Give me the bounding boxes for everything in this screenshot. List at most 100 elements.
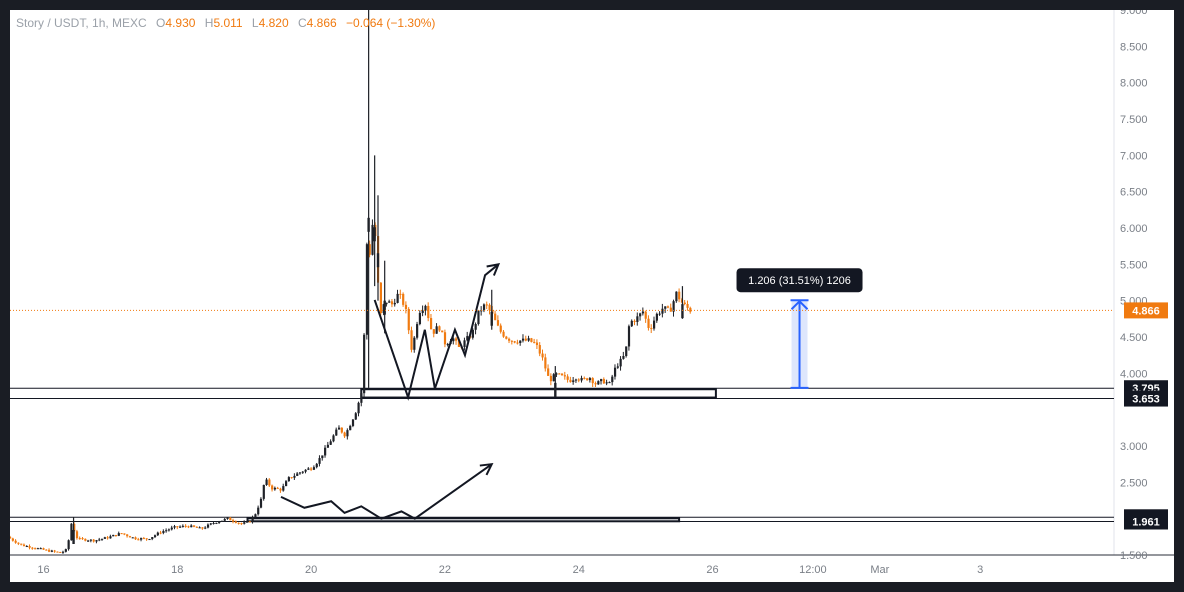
legend-open-label: O [156,16,166,30]
candle-body [173,526,176,528]
candle [354,412,357,420]
candle [379,282,382,316]
candle-body [167,529,171,531]
candle-body [240,523,243,525]
candle-body [237,522,240,524]
candle-body [67,540,70,550]
candles-group [10,10,692,554]
candle-body [39,548,42,550]
candle [282,483,285,492]
candle [597,380,600,385]
zone-1-bottom-tag-bg [1124,390,1168,407]
candle-body [416,324,419,338]
candle-body [689,307,692,312]
candle [385,302,388,307]
candle-body [31,547,34,549]
spike-body [681,304,684,319]
price-chart[interactable]: 1.5002.5003.0004.0004.5005.0005.5006.000… [10,10,1174,582]
candle-body [432,329,435,334]
candle [170,525,173,531]
candle [123,533,126,536]
candle-body [190,525,193,528]
candle [128,535,132,538]
candle [508,337,511,344]
candle-body [226,517,229,519]
candle-body [156,532,159,536]
y-tick-label: 4.500 [1120,332,1148,344]
candle [101,538,104,541]
candle [70,522,73,541]
candle-body [627,326,631,347]
candle [633,319,636,326]
candle-body [474,324,477,330]
candle [134,536,137,540]
candle-body [184,525,187,527]
candle [304,469,307,474]
candle-body [524,338,527,341]
candle [502,330,505,338]
legend-change: −0.064 (−1.30%) [346,16,436,30]
candle [653,316,656,331]
candle-body [675,291,678,302]
candle-body [666,306,670,308]
candle [10,535,12,539]
candle-body [586,378,589,381]
candle-body [179,526,182,528]
candle-body [75,531,79,539]
candle-body [307,468,310,470]
candle [496,315,500,327]
candle [220,520,224,522]
candle-body [321,455,324,459]
candle [427,302,430,322]
candle-body [162,531,165,533]
y-tick-label: 5.500 [1120,259,1148,271]
candle [312,465,316,471]
pattern-arrowhead-2 [479,462,494,476]
candle-body [50,550,54,552]
candle-body [349,425,352,431]
candle [368,240,371,258]
candle [335,427,338,436]
candle-body [201,527,204,529]
candle [678,288,681,303]
spike-body [383,300,386,315]
candle [636,312,639,326]
candle [56,551,59,553]
zone-1-bottom-tag: 3.653 [1132,394,1160,406]
candle [499,323,502,334]
candle [61,550,65,554]
candle-body [360,393,363,403]
candle [92,539,95,543]
candle-body [310,468,313,470]
candle-body [527,338,530,341]
candle-body [388,301,391,303]
candle-body [591,378,594,384]
candle [326,441,330,448]
candle-body [379,282,382,314]
candle-body [215,522,218,524]
candle [190,524,193,528]
candle-body [365,244,369,335]
x-tick-label: 24 [573,564,585,576]
pattern-path-1 [373,263,500,401]
candle [644,310,647,323]
candle-body [661,308,664,314]
candle-body [455,338,458,341]
candle-body [538,345,541,354]
candle [307,467,310,471]
candle-body [254,514,257,517]
candle [332,434,335,443]
candle-body [499,325,502,332]
candle-body [600,379,603,382]
x-tick-label: 26 [706,564,718,576]
candle-body [195,526,198,528]
candle-body [48,549,51,552]
y-tick-label: 9.000 [1120,10,1148,17]
candle [137,537,140,541]
chart-frame[interactable]: 1.500 2.500 3.000 4.000 4.500 5.000 5.500 6.000… [10,10,1174,582]
candle-body [594,383,597,385]
candle-body [232,520,235,522]
candle-body [268,479,271,486]
candle-body [650,327,653,329]
candle [672,299,675,317]
